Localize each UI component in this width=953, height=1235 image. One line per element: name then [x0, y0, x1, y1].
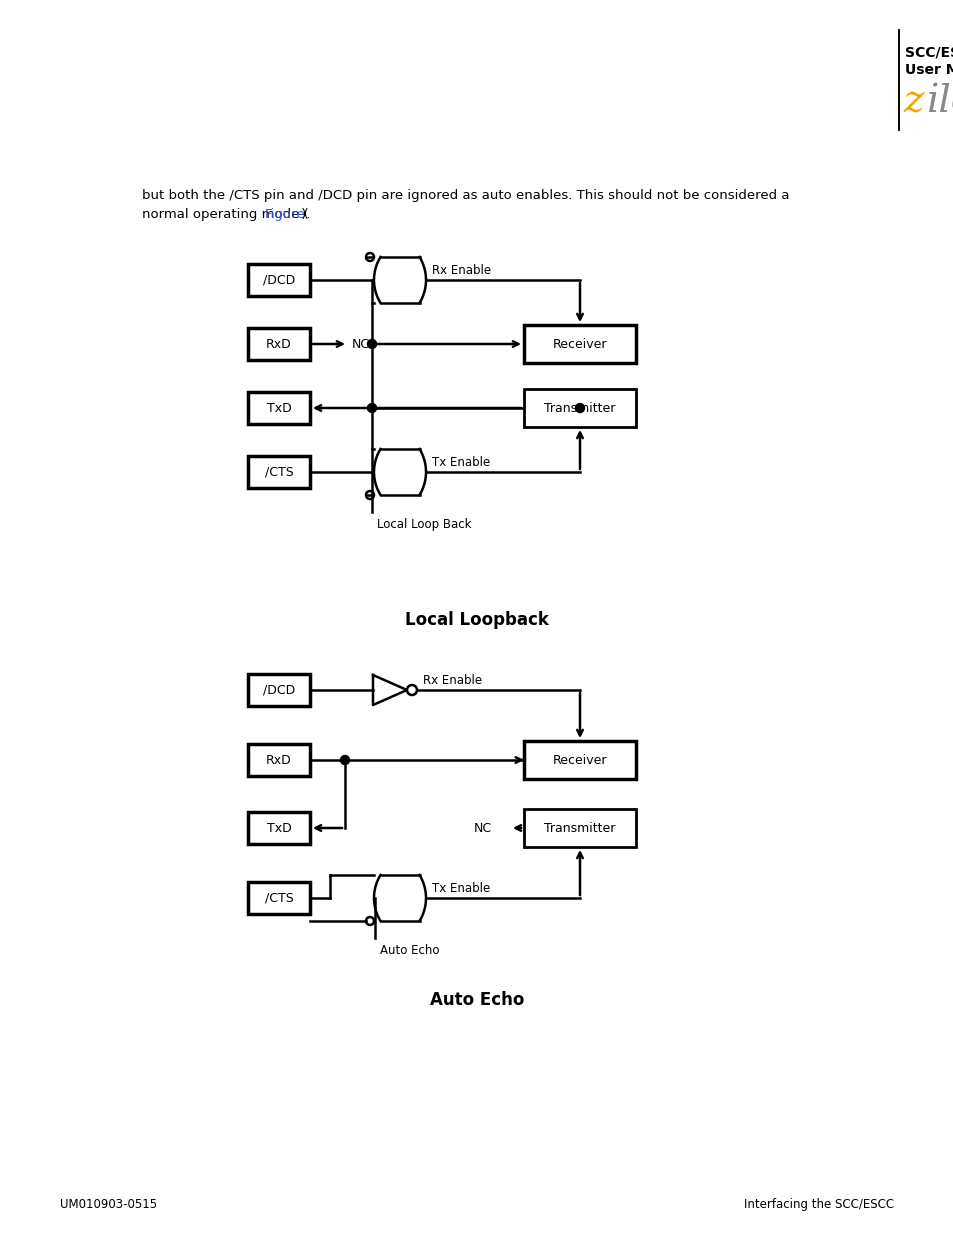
Circle shape [575, 404, 584, 412]
Bar [523, 389, 636, 427]
Text: /CTS: /CTS [264, 466, 294, 478]
Text: Tx Enable: Tx Enable [432, 882, 490, 894]
Text: normal operating mode (: normal operating mode ( [142, 207, 309, 221]
Text: Receiver: Receiver [552, 337, 607, 351]
Bar [523, 809, 636, 847]
Circle shape [367, 404, 376, 412]
Text: but both the /CTS pin and /DCD pin are ignored as auto enables. This should not : but both the /CTS pin and /DCD pin are i… [142, 189, 789, 201]
Text: NC: NC [474, 821, 492, 835]
Text: /DCD: /DCD [263, 683, 294, 697]
Text: Transmitter: Transmitter [544, 821, 615, 835]
Bar [248, 743, 310, 776]
Text: Rx Enable: Rx Enable [422, 673, 481, 687]
Text: TxD: TxD [266, 821, 291, 835]
Bar [248, 329, 310, 359]
Text: Rx Enable: Rx Enable [432, 263, 491, 277]
Text: Transmitter: Transmitter [544, 401, 615, 415]
Text: RxD: RxD [266, 753, 292, 767]
Bar [248, 391, 310, 424]
Text: Local Loopback: Local Loopback [405, 611, 548, 629]
Circle shape [367, 340, 376, 348]
Text: RxD: RxD [266, 337, 292, 351]
Text: SCC/ESCC: SCC/ESCC [904, 44, 953, 59]
Text: /CTS: /CTS [264, 892, 294, 904]
Circle shape [340, 756, 349, 764]
Text: Interfacing the SCC/ESCC: Interfacing the SCC/ESCC [743, 1198, 893, 1212]
Bar [248, 882, 310, 914]
Bar [248, 456, 310, 488]
Text: /DCD: /DCD [263, 273, 294, 287]
Bar [248, 674, 310, 706]
Bar [523, 325, 636, 363]
Text: z: z [902, 84, 923, 121]
Text: ).: ). [296, 207, 311, 221]
Text: Figure: Figure [265, 207, 306, 221]
Text: UM010903-0515: UM010903-0515 [60, 1198, 157, 1212]
Text: Receiver: Receiver [552, 753, 607, 767]
Bar [248, 264, 310, 296]
Bar [248, 811, 310, 844]
Text: Auto Echo: Auto Echo [430, 990, 523, 1009]
Text: Auto Echo: Auto Echo [379, 944, 439, 956]
Text: NC: NC [352, 337, 370, 351]
Bar [523, 741, 636, 779]
Text: Local Loop Back: Local Loop Back [376, 517, 471, 531]
Text: Tx Enable: Tx Enable [432, 456, 490, 468]
Text: ilog: ilog [925, 83, 953, 121]
Text: TxD: TxD [266, 401, 291, 415]
Text: User Manual: User Manual [904, 63, 953, 77]
